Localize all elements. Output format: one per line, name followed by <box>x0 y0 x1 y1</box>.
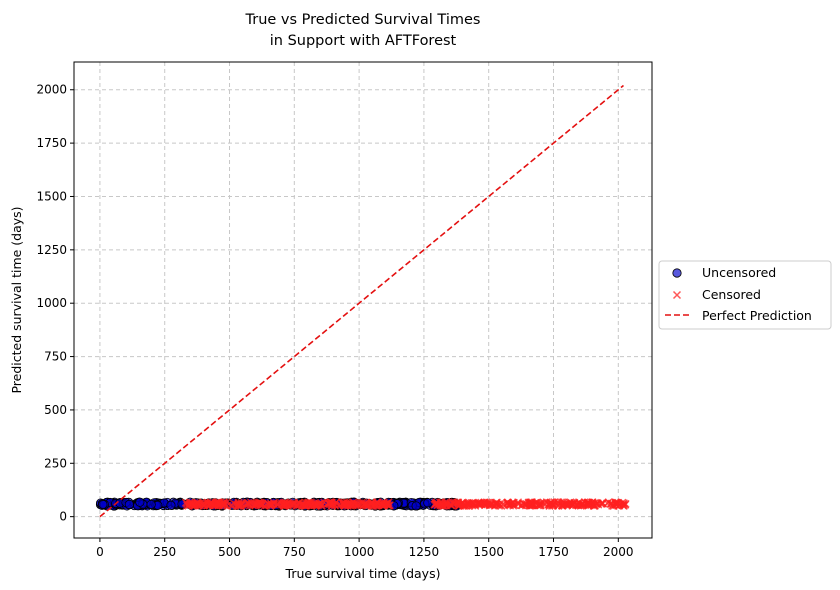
uncensored-point <box>146 499 156 510</box>
censored-point <box>554 501 563 510</box>
censored-point <box>279 498 288 508</box>
censored-point <box>578 501 588 510</box>
censored-point <box>343 500 352 509</box>
censored-point <box>234 500 243 509</box>
censored-point <box>457 499 466 508</box>
censored-point <box>577 500 586 510</box>
uncensored-point <box>166 500 176 510</box>
uncensored-point <box>98 499 108 510</box>
censored-point <box>279 501 288 510</box>
legend-uncensored-marker <box>672 268 682 278</box>
x-axis-label: True survival time (days) <box>285 566 441 581</box>
perfect-prediction-line <box>99 84 624 518</box>
legend-censored-marker <box>672 290 682 300</box>
y-tick-label: 1000 <box>36 296 67 310</box>
x-tick-label: 500 <box>218 545 241 559</box>
x-tick-label: 1250 <box>409 545 440 559</box>
censored-point <box>492 498 501 507</box>
y-tick-label: 1250 <box>36 243 67 257</box>
censored-point <box>592 500 601 509</box>
censored-point <box>227 501 236 510</box>
legend-censored-label: Censored <box>702 287 761 302</box>
censored-point <box>621 499 630 508</box>
censored-point <box>312 500 321 509</box>
y-tick-label: 0 <box>59 510 67 524</box>
censored-point <box>545 499 555 508</box>
x-tick-label: 250 <box>153 545 176 559</box>
censored-point <box>356 500 365 509</box>
censored-point <box>237 500 246 509</box>
censored-point <box>270 498 279 508</box>
censored-points <box>181 498 630 511</box>
legend-perfect-label: Perfect Prediction <box>702 308 812 323</box>
censored-point <box>611 498 620 507</box>
censored-point <box>373 498 382 507</box>
y-axis-label: Predicted survival time (days) <box>9 206 24 393</box>
censored-point <box>188 499 197 508</box>
censored-point <box>485 500 494 509</box>
censored-point <box>525 499 534 508</box>
censored-point <box>436 501 445 510</box>
y-tick-label: 250 <box>44 456 67 470</box>
censored-point <box>304 498 313 507</box>
censored-point <box>306 498 315 507</box>
legend: Uncensored Censored Perfect Prediction <box>658 260 832 330</box>
censored-point <box>603 499 612 508</box>
censored-point <box>257 499 266 508</box>
censored-point <box>506 500 515 509</box>
censored-point <box>615 501 624 510</box>
censored-point <box>606 499 615 508</box>
x-tick-label: 1000 <box>344 545 375 559</box>
uncensored-point <box>411 501 421 511</box>
censored-point <box>200 500 210 509</box>
y-tick-label: 1500 <box>36 189 67 203</box>
censored-point <box>185 500 194 509</box>
censored-point <box>536 500 545 510</box>
uncensored-point <box>423 498 433 508</box>
y-tick-label: 500 <box>44 403 67 417</box>
censored-point <box>243 499 252 508</box>
censored-point <box>340 500 349 510</box>
x-axis: 0 250 500 750 1000 1250 1500 1750 2000 <box>96 538 634 559</box>
censored-point <box>298 499 307 508</box>
x-tick-label: 1750 <box>538 545 569 559</box>
x-tick-label: 0 <box>96 545 104 559</box>
legend-censored-x <box>672 290 682 300</box>
censored-point <box>328 500 337 509</box>
censored-point <box>477 498 486 507</box>
y-tick-label: 750 <box>44 350 67 364</box>
x-tick-label: 750 <box>283 545 306 559</box>
grid <box>74 62 652 538</box>
censored-point <box>464 500 473 509</box>
censored-point <box>206 498 215 507</box>
censored-point <box>566 498 575 507</box>
censored-point <box>518 499 527 508</box>
censored-point <box>485 498 494 507</box>
chart-title-line-1: True vs Predicted Survival Times <box>245 12 481 28</box>
chart-title-line-2: in Support with AFTForest <box>270 33 457 49</box>
uncensored-point <box>124 499 134 509</box>
plot-frame <box>73 61 653 539</box>
censored-point <box>320 498 329 507</box>
uncensored-point <box>135 497 145 507</box>
censored-point <box>585 500 594 509</box>
censored-point <box>385 501 394 510</box>
censored-point <box>447 501 456 510</box>
plot-area <box>73 61 653 539</box>
x-tick-label: 1500 <box>473 545 504 559</box>
y-axis: 0 250 500 750 1000 1250 1500 1750 2000 <box>36 83 74 524</box>
x-tick-label: 2000 <box>603 545 634 559</box>
censored-point <box>215 500 224 509</box>
y-tick-label: 2000 <box>36 83 67 97</box>
legend-uncensored-label: Uncensored <box>702 265 776 280</box>
legend-box <box>658 260 832 330</box>
censored-point <box>327 498 337 507</box>
y-tick-label: 1750 <box>36 136 67 150</box>
